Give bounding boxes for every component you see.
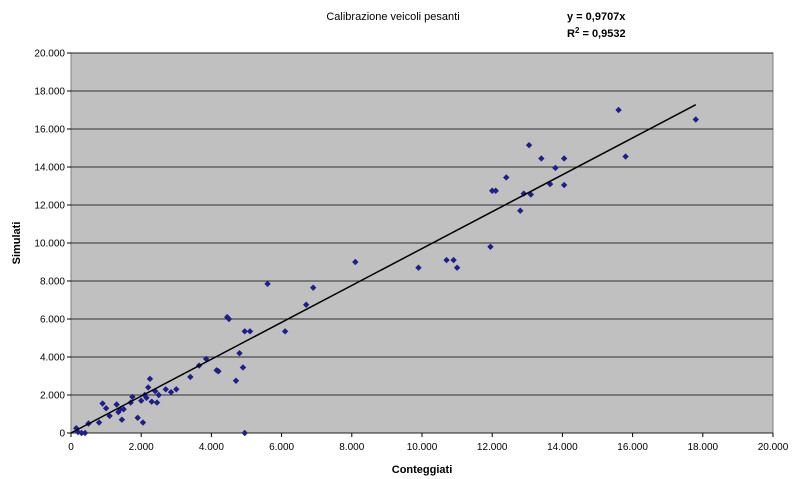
data-point [525,141,533,149]
data-point [162,386,169,393]
data-point [309,284,317,291]
trendline-equation: y = 0,9707x [567,11,626,23]
data-point [352,258,359,266]
y-tick-label: 2.000 [40,391,65,402]
data-point [453,264,461,271]
data-point [167,388,175,396]
data-point [102,405,110,412]
data-point [239,364,247,371]
data-point [415,264,422,271]
x-tick-label: 10.000 [407,442,438,453]
y-tick-label: 4.000 [40,353,65,364]
data-point [173,386,180,393]
data-point [138,397,145,404]
y-tick-label: 8.000 [40,277,65,288]
y-axis-title: Simulati [11,222,23,265]
data-point [225,315,233,323]
data-point [146,375,154,383]
data-point [492,187,499,194]
data-point [232,377,240,384]
chart-title: Calibrazione veicoli pesanti [326,11,459,23]
data-point [489,187,496,194]
data-point [120,406,127,413]
data-point [143,394,150,402]
data-point [81,429,89,437]
data-point [155,391,162,399]
data-point [99,400,106,407]
x-axis-title: Conteggiati [392,464,453,476]
y-tick-label: 6.000 [40,315,65,326]
data-point [622,153,629,160]
data-point [560,181,568,189]
data-point [241,429,248,437]
y-tick-label: 14.000 [34,163,65,174]
data-point [148,398,155,405]
data-point [538,155,545,162]
y-tick-label: 10.000 [34,239,65,250]
data-point [246,328,254,335]
data-point [527,191,535,198]
data-point [129,393,136,401]
data-point [236,350,243,357]
x-axis-ticks: 0 2.000 4.000 6.000 8.000 10.000 12.000 14.000 1… [68,433,789,453]
y-tick-label: 18.000 [34,87,65,98]
data-point [517,207,524,214]
x-tick-label: 6.000 [269,442,294,453]
x-tick-label: 8.000 [339,442,364,453]
x-tick-label: 0 [68,442,74,453]
data-point [145,384,152,391]
data-point [95,419,103,426]
x-tick-label: 4.000 [199,442,224,453]
y-tick-label: 20.000 [34,49,65,60]
data-point [241,328,248,335]
x-tick-label: 14.000 [547,442,578,453]
trendline [70,104,697,434]
data-point [78,429,85,437]
data-points [73,106,699,437]
data-point [134,414,141,421]
r-squared-prefix: R [567,28,575,40]
y-axis-ticks: 0 2.000 4.000 6.000 8.000 10.000 12.000 14.000 1… [34,49,71,440]
x-tick-label: 12.000 [477,442,508,453]
data-point [552,164,559,172]
data-point [187,373,194,381]
x-tick-label: 16.000 [617,442,648,453]
data-point [443,256,450,264]
data-point [487,243,494,250]
y-tick-label: 0 [59,429,65,440]
data-point [615,106,622,114]
data-point [139,419,147,426]
data-point [113,401,120,408]
x-tick-label: 20.000 [758,442,789,453]
x-tick-label: 2.000 [129,442,154,453]
data-point [302,301,310,308]
data-point [560,155,568,162]
data-point [450,256,457,264]
r-squared-value: = 0,9532 [579,28,625,40]
data-point [215,368,222,375]
data-point [118,416,126,423]
y-tick-label: 16.000 [34,125,65,136]
data-point [503,174,510,181]
data-point [153,399,161,406]
r-squared-label: R2 = 0,9532 [567,26,626,40]
data-point [264,280,271,288]
data-point [692,116,699,123]
r-squared-exponent: 2 [575,26,580,35]
x-tick-label: 18.000 [688,442,719,453]
y-tick-label: 12.000 [34,201,65,212]
data-point [281,328,289,335]
